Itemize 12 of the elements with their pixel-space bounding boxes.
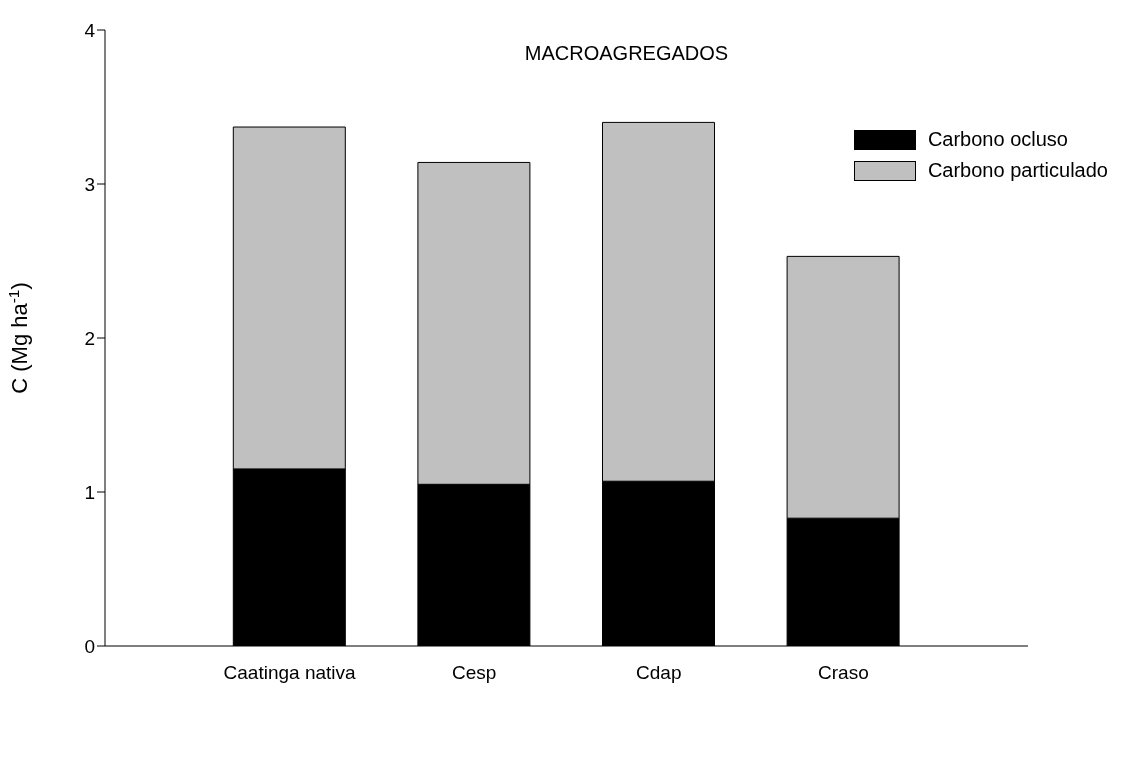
x-tick-label: Caatinga nativa [223,662,357,684]
y-tick-label: 0 [84,635,95,657]
legend-label: Carbono ocluso [927,128,1068,151]
text: MACROAGREGADOS [523,42,730,65]
legend-label: Carbono particulado [927,159,1108,182]
y-tick-label: 3 [84,173,95,195]
y-tick-label: 4 [84,19,96,41]
y-tick-label: 2 [84,327,95,349]
x-tick-label: Cdap [636,662,682,684]
x-tick-label: Cesp [452,662,497,684]
x-tick-label: Craso [818,662,869,684]
y-tick-label: 1 [84,481,95,503]
